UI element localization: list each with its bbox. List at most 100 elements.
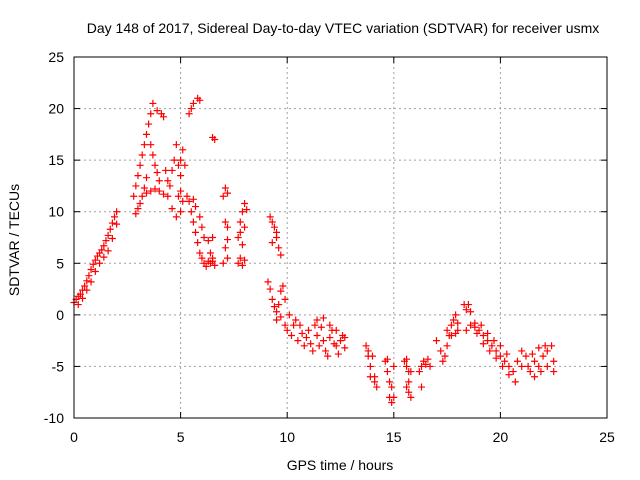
data-point bbox=[341, 344, 349, 352]
data-point bbox=[138, 151, 146, 159]
data-point bbox=[441, 352, 449, 360]
data-point bbox=[166, 182, 174, 190]
data-point bbox=[484, 337, 492, 345]
data-point bbox=[311, 321, 319, 329]
data-point bbox=[155, 177, 163, 185]
data-point bbox=[181, 161, 189, 169]
data-point bbox=[174, 192, 182, 200]
data-point bbox=[383, 368, 391, 376]
data-point bbox=[300, 342, 308, 350]
data-point bbox=[177, 156, 185, 164]
data-point bbox=[362, 342, 370, 350]
chart-title: Day 148 of 2017, Sidereal Day-to-day VTE… bbox=[87, 20, 600, 36]
data-point bbox=[209, 257, 217, 265]
data-point bbox=[373, 383, 381, 391]
data-point bbox=[160, 190, 168, 198]
data-point bbox=[209, 234, 217, 241]
data-point bbox=[153, 169, 161, 177]
data-point bbox=[447, 321, 455, 329]
data-point bbox=[309, 347, 317, 355]
data-point bbox=[443, 326, 451, 334]
data-point bbox=[298, 329, 306, 337]
grid bbox=[74, 57, 607, 418]
data-point bbox=[136, 161, 144, 169]
x-tick-label: 5 bbox=[177, 429, 185, 445]
data-point bbox=[224, 223, 232, 231]
data-point bbox=[91, 256, 99, 264]
data-point bbox=[268, 218, 276, 226]
data-point bbox=[108, 235, 116, 243]
data-point bbox=[492, 347, 500, 355]
data-point bbox=[87, 278, 95, 286]
data-point bbox=[104, 247, 112, 255]
data-point bbox=[471, 319, 479, 327]
data-point bbox=[403, 362, 411, 370]
data-point bbox=[183, 192, 191, 200]
data-point bbox=[424, 355, 432, 363]
x-tick-label: 25 bbox=[599, 429, 615, 445]
x-axis-title: GPS time / hours bbox=[287, 457, 394, 473]
data-point bbox=[234, 259, 242, 267]
data-point bbox=[238, 241, 246, 249]
data-point bbox=[449, 316, 457, 324]
data-point bbox=[390, 393, 398, 401]
data-point bbox=[164, 177, 172, 185]
data-point bbox=[149, 151, 157, 159]
data-point bbox=[270, 223, 278, 231]
data-point bbox=[490, 337, 498, 345]
data-point bbox=[437, 347, 445, 355]
data-point bbox=[174, 161, 182, 169]
data-point bbox=[531, 357, 539, 365]
data-point bbox=[405, 388, 413, 396]
plot-frame bbox=[73, 56, 608, 419]
data-point bbox=[371, 378, 379, 386]
data-point bbox=[266, 285, 274, 293]
data-point bbox=[91, 268, 99, 276]
data-point bbox=[281, 321, 289, 329]
data-point bbox=[479, 331, 487, 339]
data-point bbox=[332, 342, 340, 350]
y-tick-label: 5 bbox=[56, 255, 64, 271]
y-tick-label: -5 bbox=[52, 358, 65, 374]
data-point bbox=[550, 368, 558, 376]
data-point bbox=[415, 368, 423, 376]
data-point bbox=[422, 360, 430, 368]
data-point bbox=[192, 228, 200, 236]
data-point bbox=[531, 373, 539, 381]
data-point bbox=[89, 260, 97, 268]
data-point bbox=[270, 303, 278, 311]
data-point bbox=[224, 236, 232, 244]
data-point bbox=[539, 352, 547, 360]
data-point bbox=[221, 244, 229, 252]
data-point bbox=[145, 120, 153, 128]
data-point bbox=[277, 287, 285, 295]
data-point bbox=[496, 352, 504, 360]
data-point bbox=[418, 383, 426, 391]
data-point bbox=[177, 187, 185, 195]
data-point bbox=[87, 265, 95, 273]
data-point bbox=[241, 223, 249, 231]
data-point bbox=[294, 337, 302, 345]
data-point bbox=[543, 362, 551, 370]
data-point bbox=[74, 301, 82, 309]
data-point bbox=[277, 313, 285, 321]
data-point bbox=[535, 362, 543, 370]
data-point bbox=[185, 110, 193, 118]
data-point bbox=[149, 99, 157, 107]
data-point bbox=[147, 110, 155, 118]
data-point bbox=[302, 334, 310, 342]
data-point bbox=[113, 220, 121, 228]
data-point bbox=[462, 326, 470, 334]
data-point bbox=[334, 350, 342, 358]
data-point bbox=[501, 357, 509, 365]
data-point bbox=[185, 197, 193, 205]
data-point bbox=[234, 234, 242, 241]
data-point bbox=[194, 239, 202, 247]
data-point bbox=[268, 239, 276, 247]
data-point bbox=[541, 342, 549, 350]
data-point bbox=[518, 362, 526, 370]
data-point bbox=[418, 362, 426, 370]
data-point bbox=[537, 368, 545, 376]
data-point bbox=[505, 362, 513, 370]
data-point bbox=[170, 156, 178, 164]
